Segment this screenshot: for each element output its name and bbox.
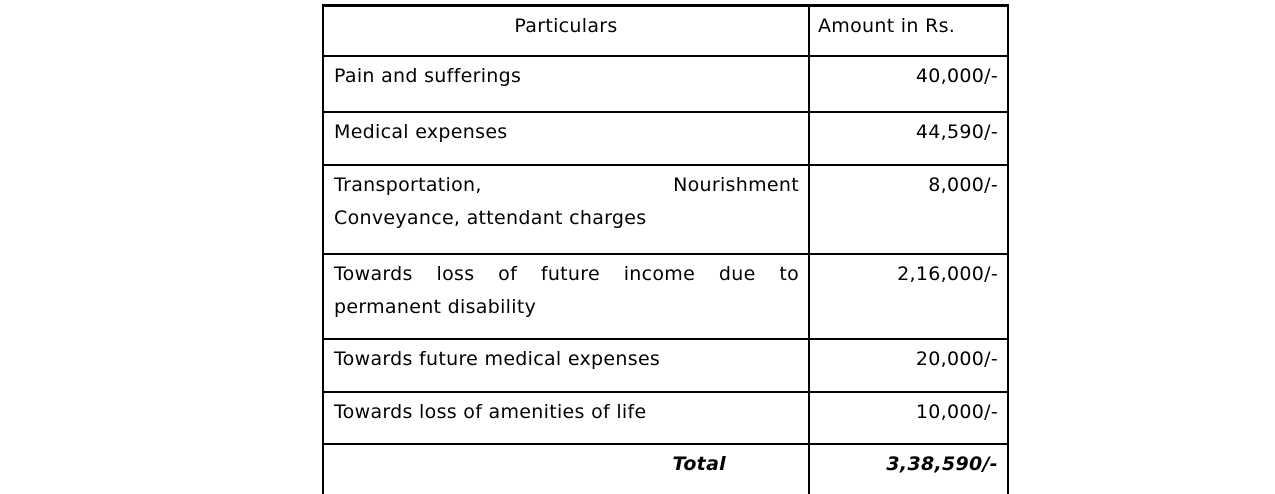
table-row-loss-of-amenities: Towards loss of amenities of life 10,000…	[322, 390, 1009, 445]
particulars-cell: Medical expenses	[322, 110, 810, 166]
header-amount: Amount in Rs.	[808, 4, 1009, 57]
compensation-table: Particulars Amount in Rs. Pain and suffe…	[322, 4, 1009, 494]
table-row-pain-and-sufferings: Pain and sufferings 40,000/-	[322, 54, 1009, 113]
table-row-loss-of-future-income: Towards loss of future income due to per…	[322, 252, 1009, 340]
total-amount: 3,38,590/-	[808, 442, 1009, 494]
particulars-cell: Towards loss of future income due to per…	[322, 252, 810, 340]
amount-cell: 20,000/-	[808, 337, 1009, 393]
total-label: Total	[322, 442, 810, 494]
table-header-row: Particulars Amount in Rs.	[322, 4, 1009, 57]
particulars-text-line-2: permanent disability	[334, 295, 537, 318]
particulars-text-line-1: Towards loss of future income due to	[334, 262, 799, 285]
amount-cell: 10,000/-	[808, 390, 1009, 445]
amount-cell: 8,000/-	[808, 163, 1009, 255]
table-total-row: Total 3,38,590/-	[322, 442, 1009, 494]
amount-cell: 2,16,000/-	[808, 252, 1009, 340]
particulars-text-line-2: Conveyance, attendant charges	[334, 206, 647, 229]
header-particulars: Particulars	[322, 4, 810, 57]
amount-cell: 44,590/-	[808, 110, 1009, 166]
particulars-text-line-1: Transportation, Nourishment	[334, 173, 799, 196]
particulars-text: Towards future medical expenses	[334, 347, 661, 370]
table-row-transportation: Transportation, Nourishment Conveyance, …	[322, 163, 1009, 255]
particulars-text: Medical expenses	[334, 120, 508, 143]
particulars-text: Pain and sufferings	[334, 64, 522, 87]
particulars-cell: Transportation, Nourishment Conveyance, …	[322, 163, 810, 255]
table-row-future-medical-expenses: Towards future medical expenses 20,000/-	[322, 337, 1009, 393]
particulars-cell: Towards future medical expenses	[322, 337, 810, 393]
particulars-cell: Pain and sufferings	[322, 54, 810, 113]
amount-cell: 40,000/-	[808, 54, 1009, 113]
particulars-cell: Towards loss of amenities of life	[322, 390, 810, 445]
particulars-text: Towards loss of amenities of life	[334, 400, 647, 423]
table-row-medical-expenses: Medical expenses 44,590/-	[322, 110, 1009, 166]
